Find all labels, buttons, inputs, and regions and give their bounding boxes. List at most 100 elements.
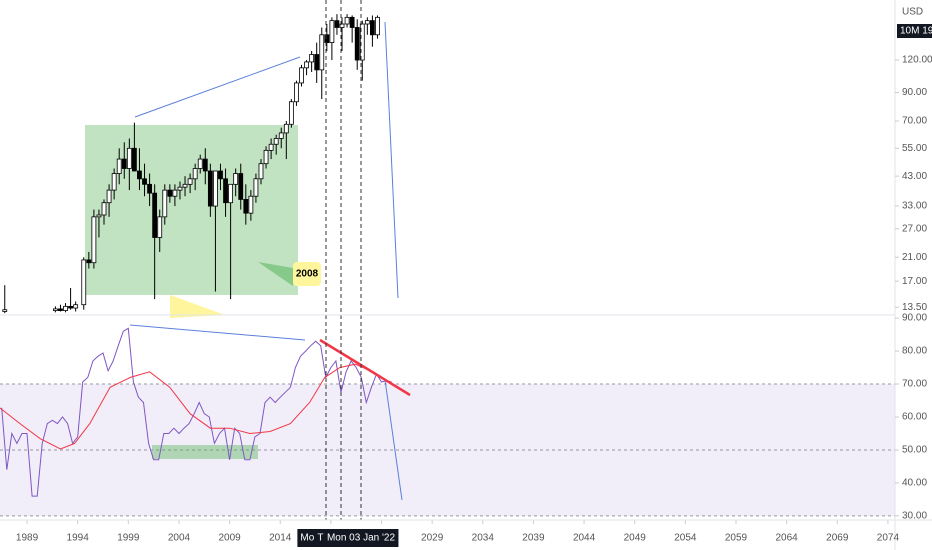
candle-body [233,173,239,185]
x-tick-label: 2059 [725,533,748,544]
candle-body [218,170,223,180]
candle-body [258,163,264,180]
y-tick-label: 27.00 [902,223,927,234]
candle-body [86,259,92,264]
candle-body [116,158,122,174]
candle-body [157,216,163,238]
background-layer [0,383,895,524]
x-tick-label: 1989 [16,533,39,544]
candle-body [359,23,365,61]
crosshairs [325,0,362,520]
y-tick-label: 55.00 [902,143,927,154]
y-tick-label: 50.00 [902,445,927,456]
y-tick-label: 13.50 [902,302,927,313]
candle-body [243,199,249,214]
candle-body [309,54,315,63]
candle-body [96,214,102,218]
candle-body [81,259,87,306]
candle-body [304,61,309,69]
candle-body [142,178,147,185]
callout-tail [170,295,225,318]
candle-body [162,189,168,218]
candle-body [238,173,244,200]
trend-arrow [134,56,301,118]
candle-body [344,16,350,25]
series-line [0,363,371,450]
x-tick-label: 2014 [269,533,292,544]
y-tick-label: 17.00 [902,276,927,287]
candle-body [121,158,127,169]
candle-body [58,308,63,311]
price-axis [895,0,932,550]
candle-body [192,168,198,180]
y-tick-label: 60.00 [902,412,927,423]
candle-body [273,138,279,145]
candle-body [2,309,8,312]
annotations [129,21,403,501]
candle-body [213,170,218,207]
candle-body [207,170,213,207]
crosshair-label-text: Mon 03 Jan '22 [327,533,396,544]
candle-body [197,158,203,169]
y-tick-label: 43.00 [902,171,927,182]
y-tick-label: 120.00 [902,55,932,66]
candle-body [278,132,284,139]
candle-body [314,54,320,71]
candle-body [288,101,294,125]
candle-body [52,308,58,311]
candle-body [73,304,79,309]
marks-layer [0,14,392,497]
y-tick-label: 40.00 [902,478,927,489]
candle-body [137,170,142,180]
y-tick-label: 70.00 [902,116,927,127]
candle-body [147,183,152,194]
crosshair-label-bg [323,529,399,547]
candle-body [299,67,304,84]
crosshair-label-text: Mor [300,533,318,544]
candle-body [375,16,380,36]
y-tick-label: 80.00 [902,346,927,357]
x-tick-label: 2054 [674,533,697,544]
candle-body [228,183,234,204]
trend-arrow [384,379,403,501]
trend-arrow [384,21,399,299]
y-tick-label: 90.00 [902,313,927,324]
candle-body [294,82,299,103]
y-tick-label: 70.00 [902,379,927,390]
candle-body [187,178,193,185]
candle-body [329,20,335,43]
x-tick-label: 2069 [826,533,849,544]
candle-body [223,178,228,204]
candle-body [152,192,158,238]
trend-arrow [129,324,306,341]
candle-body [324,34,330,43]
currency: USD [902,7,923,18]
y-tick-label: 21.00 [902,252,927,263]
x-tick-label: 1999 [117,533,140,544]
badge [897,24,932,38]
candle-body [339,23,345,28]
candle-body [202,158,208,172]
range-box [85,125,298,295]
callout-text: 2008 [296,269,319,280]
candle-body [349,16,355,28]
candle-body [248,195,254,214]
trend-line [319,338,411,397]
candle-body [172,189,178,197]
candle-body [91,216,97,264]
crosshair-label: Mon 03 Jan '22 [323,529,399,547]
candle-body [370,20,375,36]
candle-body [283,123,289,134]
candle-body [268,143,274,151]
candle-body [364,20,370,25]
candle-body [177,186,183,191]
x-tick-label: 2049 [624,533,647,544]
candle-body [253,178,259,197]
candle-body [63,305,68,311]
x-tick-label: 1994 [67,533,90,544]
candle-body [68,305,73,309]
candle-body [334,20,340,28]
axes-layer: 13.50 17.00 21.00 27.00 33.00 43.00 55.00 70.00… [16,55,932,547]
